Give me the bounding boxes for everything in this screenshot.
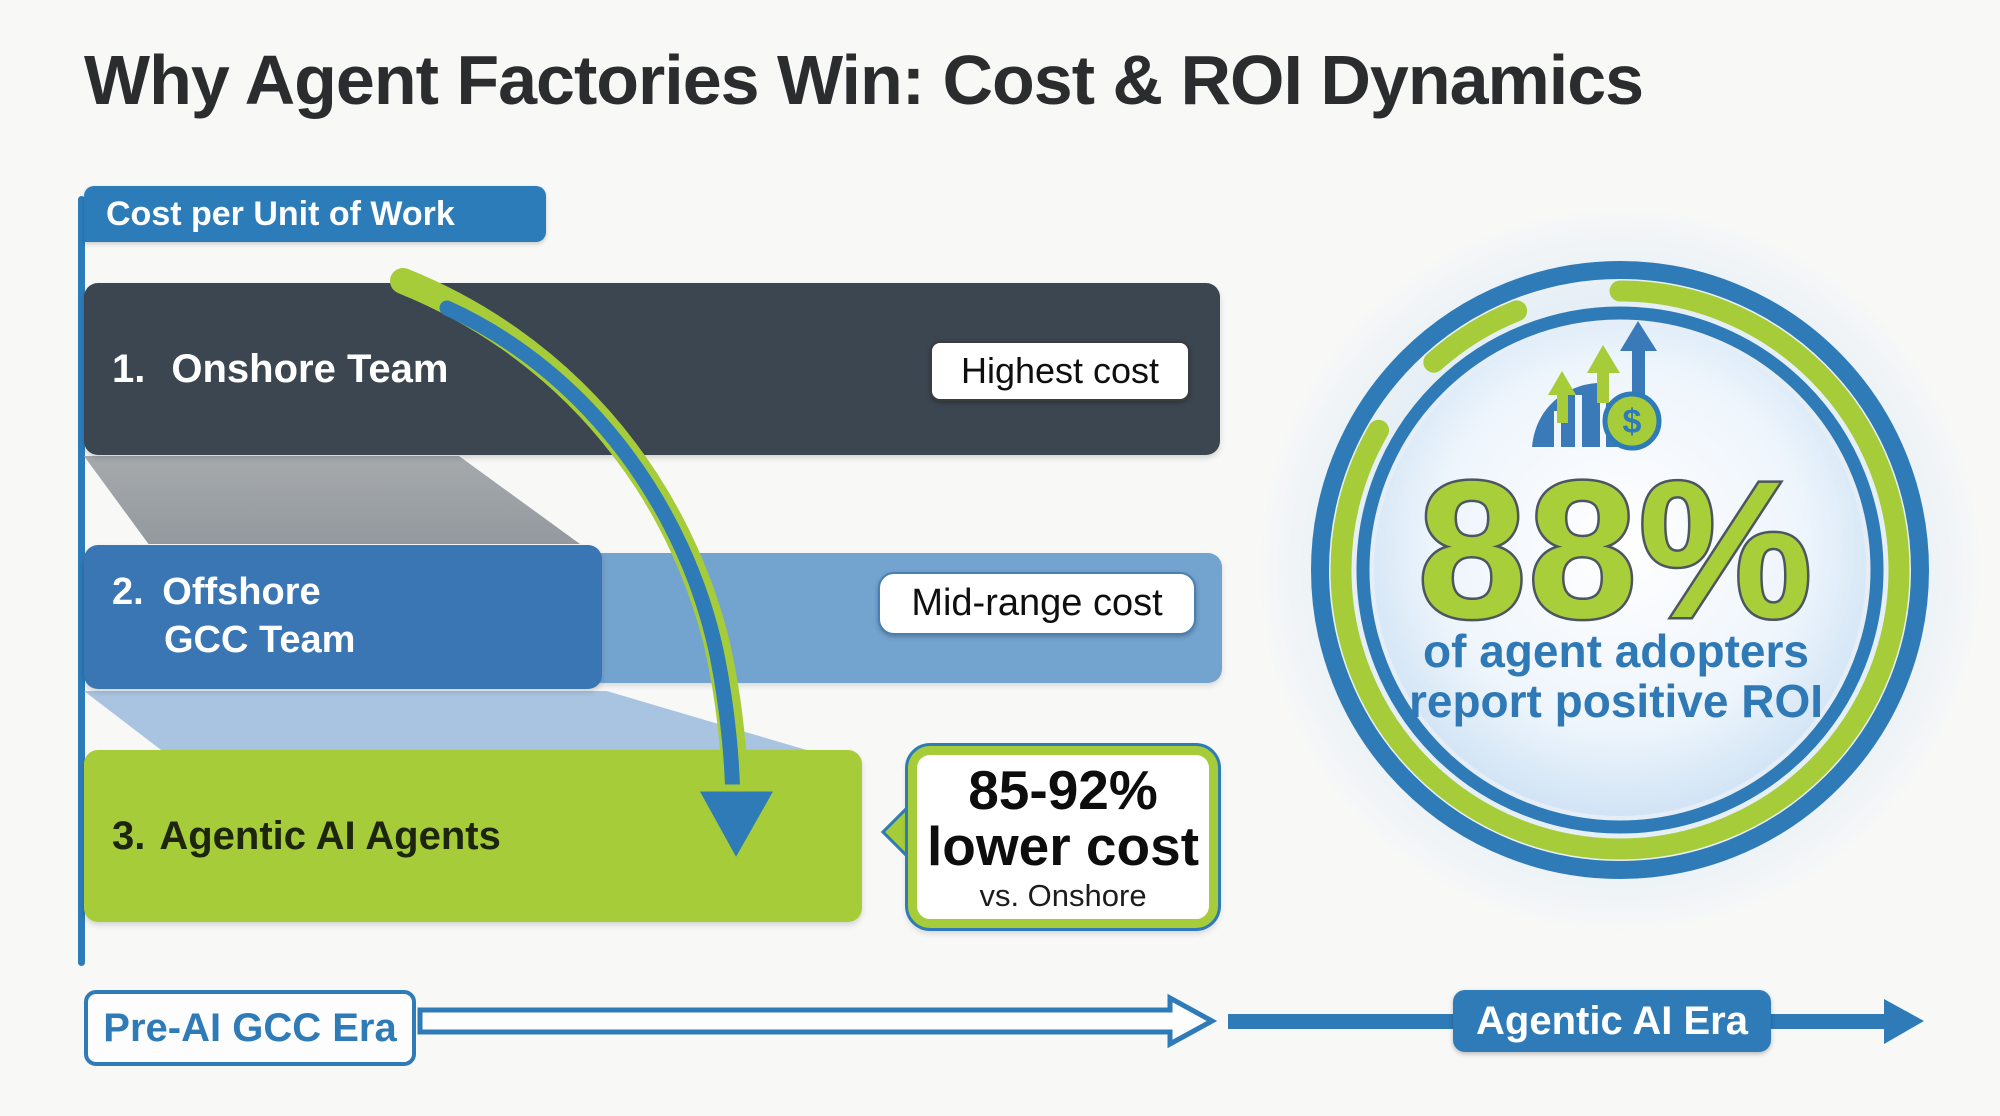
bar-agentic-text: Agentic AI Agents [159,813,501,858]
bar-agentic-ai-agents: 3. Agentic AI Agents [84,750,862,922]
mid-range-cost-badge: Mid-range cost [878,572,1196,635]
mid-range-cost-badge-label: Mid-range cost [911,582,1163,624]
up-arrow-mid-icon [1597,369,1609,403]
highest-cost-badge-label: Highest cost [960,350,1160,391]
page-title: Why Agent Factories Win: Cost & ROI Dyna… [84,41,1644,119]
roi-caption-line2: report positive ROI [1409,675,1823,727]
bar-onshore-rank: 1. [112,346,146,391]
callout-label: lower cost [926,815,1200,878]
bar-offshore-text-line1: Offshore [162,571,321,614]
bar-offshore-team: 2. Offshore GCC Team [84,545,602,689]
up-arrow-tall-icon [1632,347,1645,395]
roi-outer-blue-ring [1311,261,1929,879]
up-arrow-small-head [1548,371,1576,395]
bar-onshore-label: 1. Onshore Team [84,347,448,392]
mound-slit [1575,395,1582,447]
highest-cost-badge: Highest cost [930,341,1190,401]
bar-offshore-label: 2. Offshore GCC Team [84,569,355,665]
up-arrow-small-icon [1557,393,1568,423]
transition-shape-onshore-to-offshore [84,456,580,544]
dollar-coin-icon [1602,391,1662,451]
pre-ai-era-label: Pre-AI GCC Era [103,1005,397,1050]
cost-axis-line [78,196,85,966]
pre-ai-era-badge: Pre-AI GCC Era [84,990,416,1066]
growth-chart-dollar-icon: $ [1532,321,1662,451]
timeline-hollow-arrow [417,993,1218,1049]
timeline-solid-arrow-head [1884,999,1924,1044]
agentic-ai-era-badge: Agentic AI Era [1453,990,1771,1052]
agentic-ai-era-label: Agentic AI Era [1476,998,1748,1043]
bar-onshore-text: Onshore Team [171,346,449,391]
bar-agentic-rank: 3. [112,813,146,858]
cost-axis-label-badge: Cost per Unit of Work [84,186,546,242]
callout-value: 85-92% [968,759,1158,822]
lower-cost-callout: 85-92% lower cost vs. Onshore [908,746,1218,928]
bar-offshore-rank: 2. [112,571,144,614]
transition-shape-offshore-to-agentic [84,691,810,751]
roi-circular-badge: $ 88% of agent adopters report positive … [1311,261,1929,879]
roi-percentage: 88% [1418,441,1814,659]
roi-green-ring [1330,280,1910,860]
callout-note: vs. Onshore [979,878,1147,914]
mound-slit [1554,411,1561,447]
dollar-symbol: $ [1623,403,1642,441]
roi-inner-disc [1374,324,1866,816]
up-arrow-tall-head [1620,321,1657,351]
roi-caption-line1: of agent adopters [1423,625,1809,677]
cost-axis-label: Cost per Unit of Work [106,194,455,233]
up-arrow-mid-head [1587,345,1620,373]
bar-agentic-label: 3. Agentic AI Agents [84,814,501,859]
bar-offshore-text-line2: GCC Team [164,619,356,661]
roi-inner-blue-ring [1356,306,1884,834]
